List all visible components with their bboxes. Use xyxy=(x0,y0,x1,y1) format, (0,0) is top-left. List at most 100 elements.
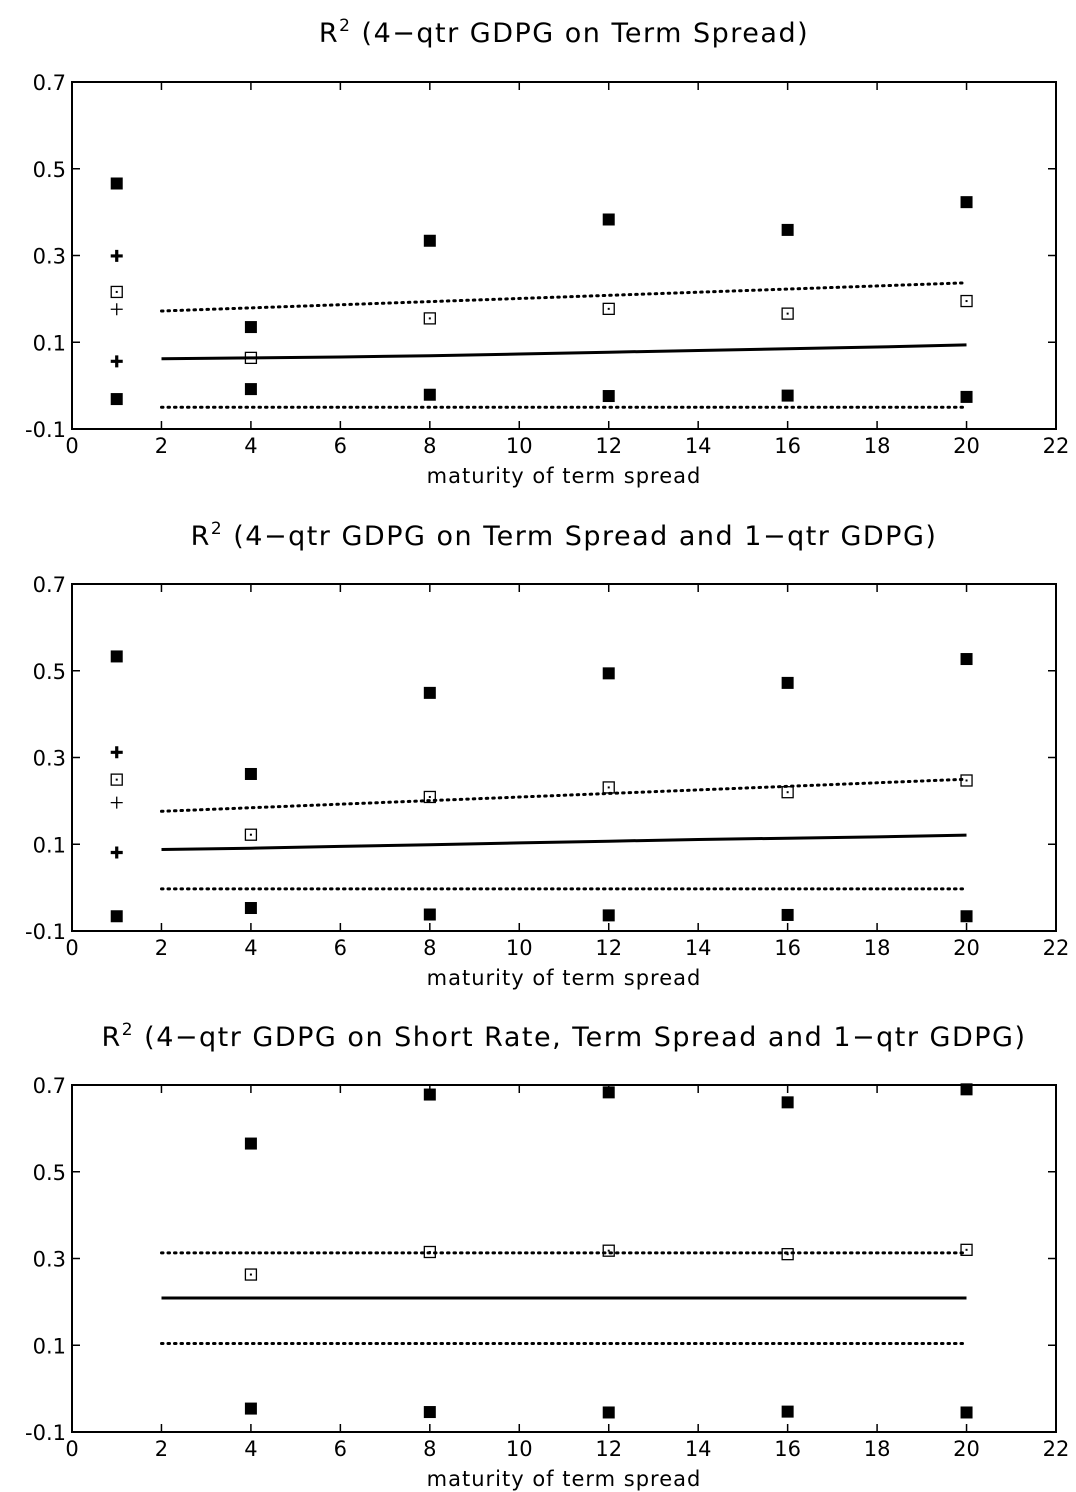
filled-square-point xyxy=(423,908,436,921)
y-tick-label: 0.1 xyxy=(33,833,66,857)
y-tick-label: 0.5 xyxy=(33,1161,66,1185)
filled-square-point xyxy=(960,1406,973,1419)
dotted-band-line xyxy=(160,777,968,813)
y-tick-label: 0.3 xyxy=(33,747,66,771)
y-tick-label: 0.7 xyxy=(33,71,66,95)
x-tick-label: 14 xyxy=(685,434,712,458)
x-tick-label: 18 xyxy=(864,1437,891,1461)
filled-square-point xyxy=(602,213,615,226)
chart-title-main: R xyxy=(102,1022,122,1053)
x-tick-label: 6 xyxy=(334,1437,347,1461)
y-tick-label: -0.1 xyxy=(25,418,66,442)
filled-square-point xyxy=(960,910,973,923)
y-tick-label: 0.1 xyxy=(33,331,66,355)
x-tick-label: 10 xyxy=(506,434,533,458)
filled-square-point xyxy=(110,910,123,923)
x-tick-label: 6 xyxy=(334,936,347,960)
chart-title-rest: (4−qtr GDPG on Term Spread and 1−qtr GDP… xyxy=(223,521,937,552)
y-tick-label: 0.7 xyxy=(33,1074,66,1098)
filled-square-point xyxy=(244,902,257,915)
filled-square-point xyxy=(602,390,615,403)
y-tick-label: 0.3 xyxy=(33,245,66,269)
filled-square-point xyxy=(423,686,436,699)
x-tick-label: 20 xyxy=(953,936,980,960)
x-tick-label: 10 xyxy=(506,1437,533,1461)
chart-title-superscript: 2 xyxy=(122,1020,134,1040)
open-square-center-dot xyxy=(607,1249,610,1252)
y-tick-label: 0.7 xyxy=(33,573,66,597)
chart-title: R2 (4−qtr GDPG on Short Rate, Term Sprea… xyxy=(102,1020,1027,1053)
x-axis-label: maturity of term spread xyxy=(427,1467,702,1491)
filled-square-point xyxy=(423,388,436,401)
filled-square-point xyxy=(602,1086,615,1099)
open-square-center-dot xyxy=(428,795,431,798)
x-tick-label: 0 xyxy=(65,1437,78,1461)
x-tick-label: 12 xyxy=(595,1437,622,1461)
x-tick-label: 4 xyxy=(244,936,257,960)
filled-square-point xyxy=(244,383,257,396)
thin-plus-point xyxy=(110,303,123,316)
open-square-center-dot xyxy=(786,312,789,315)
x-tick-label: 2 xyxy=(155,1437,168,1461)
filled-square-point xyxy=(423,234,436,247)
open-square-center-dot xyxy=(115,778,118,781)
filled-square-point xyxy=(781,1096,794,1109)
y-tick-label: 0.5 xyxy=(33,158,66,182)
x-tick-label: 16 xyxy=(774,1437,801,1461)
x-tick-label: 14 xyxy=(685,936,712,960)
x-tick-label: 16 xyxy=(774,434,801,458)
filled-square-point xyxy=(960,390,973,403)
plot-frame xyxy=(71,81,1057,430)
filled-square-point xyxy=(602,909,615,922)
x-tick-label: 22 xyxy=(1043,936,1070,960)
y-tick-label: 0.1 xyxy=(33,1334,66,1358)
y-tick-label: 0.3 xyxy=(33,1248,66,1272)
x-tick-label: 12 xyxy=(595,936,622,960)
chart-title-rest: (4−qtr GDPG on Short Rate, Term Spread a… xyxy=(134,1022,1026,1053)
fitted-line xyxy=(161,833,967,851)
filled-square-point xyxy=(244,1137,257,1150)
bold-plus-point xyxy=(110,746,123,759)
open-square-center-dot xyxy=(786,791,789,794)
dotted-band-line xyxy=(160,281,968,313)
x-tick-label: 22 xyxy=(1043,1437,1070,1461)
filled-square-point xyxy=(110,177,123,190)
chart-title-superscript: 2 xyxy=(211,519,223,539)
filled-square-point xyxy=(781,223,794,236)
chart-title-superscript: 2 xyxy=(339,16,351,36)
chart-panel-1: R2 (4−qtr GDPG on Term Spread)-0.10.10.3… xyxy=(25,16,1069,488)
filled-square-point xyxy=(602,1406,615,1419)
filled-square-point xyxy=(960,1083,973,1096)
y-tick-label: -0.1 xyxy=(25,1421,66,1445)
filled-square-point xyxy=(781,676,794,689)
chart-title-rest: (4−qtr GDPG on Term Spread) xyxy=(351,18,809,49)
x-tick-label: 20 xyxy=(953,434,980,458)
x-tick-label: 4 xyxy=(244,434,257,458)
x-tick-label: 0 xyxy=(65,434,78,458)
filled-square-point xyxy=(781,389,794,402)
chart-panel-3: R2 (4−qtr GDPG on Short Rate, Term Sprea… xyxy=(25,1020,1069,1491)
fitted-line xyxy=(161,343,967,361)
x-tick-label: 2 xyxy=(155,434,168,458)
plot-frame xyxy=(71,583,1057,932)
y-tick-label: 0.5 xyxy=(33,660,66,684)
filled-square-point xyxy=(602,667,615,680)
chart-panel-2: R2 (4−qtr GDPG on Term Spread and 1−qtr … xyxy=(25,519,1069,990)
open-square-center-dot xyxy=(249,833,252,836)
x-tick-label: 8 xyxy=(423,1437,436,1461)
open-square-center-dot xyxy=(607,786,610,789)
bold-plus-point xyxy=(110,249,123,262)
bold-plus-point xyxy=(110,846,123,859)
x-tick-label: 18 xyxy=(864,434,891,458)
open-square-center-dot xyxy=(115,290,118,293)
x-tick-label: 4 xyxy=(244,1437,257,1461)
filled-square-point xyxy=(244,1402,257,1415)
x-tick-label: 22 xyxy=(1043,434,1070,458)
filled-square-point xyxy=(110,650,123,663)
x-tick-label: 16 xyxy=(774,936,801,960)
x-tick-label: 10 xyxy=(506,936,533,960)
filled-square-point xyxy=(423,1406,436,1419)
chart-title-main: R xyxy=(191,521,211,552)
x-tick-label: 12 xyxy=(595,434,622,458)
